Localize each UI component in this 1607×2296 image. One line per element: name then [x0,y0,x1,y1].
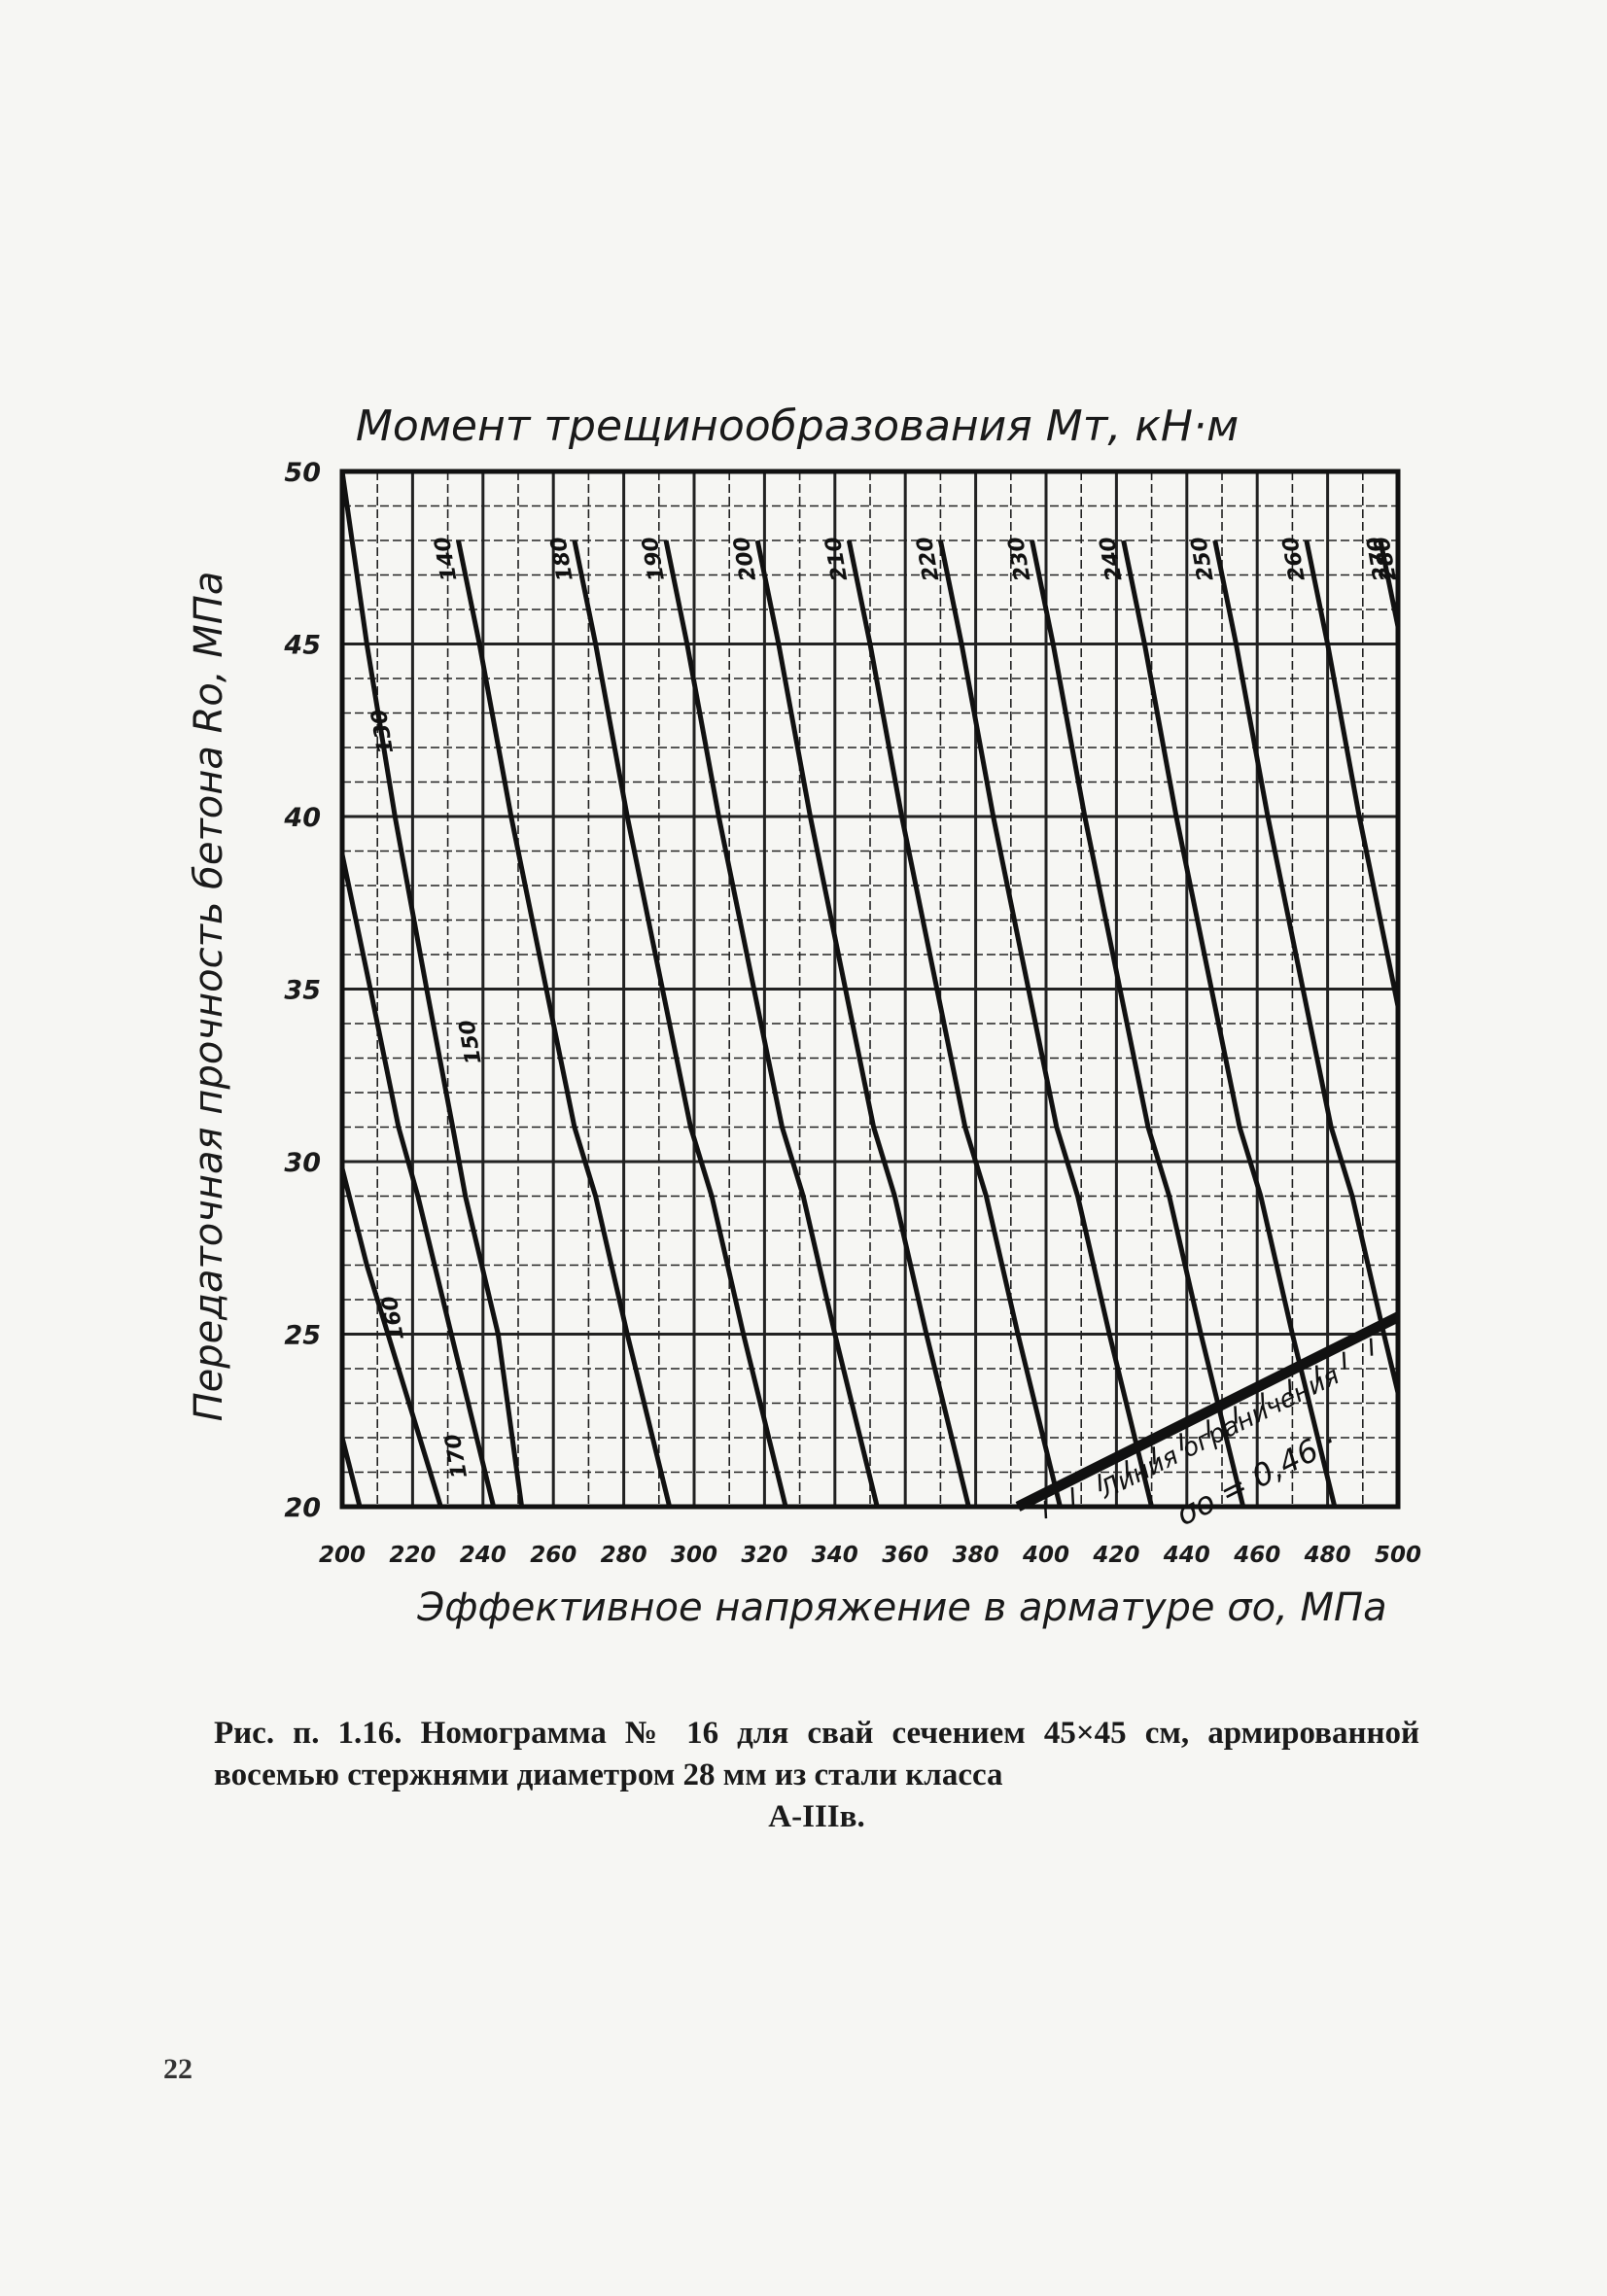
limit-hatch-mark [1043,1500,1048,1519]
x-tick-label: 320 [741,1543,787,1568]
x-tick-label: 480 [1304,1543,1351,1568]
page-number: 22 [163,2053,192,2085]
isoline [339,1167,443,1508]
x-tick-label: 400 [1022,1543,1069,1568]
figure-caption: Рис. п. 1.16. Номограмма № 16 для свай с… [214,1713,1419,1838]
isoline [456,539,673,1508]
x-tick-label: 260 [530,1543,576,1568]
limit-line-group: Линия ограничения σо = 0,46 · [1015,1311,1401,1533]
limit-hatch-mark [1314,1365,1319,1383]
isoline [1030,539,1246,1508]
limit-hatch-mark [1342,1351,1346,1370]
isoline [339,853,497,1508]
y-tick-label: 35 [284,976,321,1006]
isoline [1121,539,1338,1508]
isoline [572,539,788,1508]
x-tick-label: 300 [671,1543,717,1568]
x-tick-label: 220 [389,1543,436,1568]
y-tick-label: 40 [283,803,321,833]
x-tick-label: 280 [601,1543,647,1568]
isoline [1304,539,1401,1007]
x-tick-label: 200 [319,1543,366,1568]
chart-title: Момент трещинообразования Мт, кН·м [356,401,1239,451]
isoline [937,539,1155,1508]
isoline [846,539,1063,1508]
limit-hatch-mark [1179,1433,1183,1451]
isoline [339,470,525,1508]
x-tick-label: 440 [1163,1543,1210,1568]
limit-hatch-mark [1152,1446,1156,1465]
isoline [339,1437,363,1508]
y-tick-label: 45 [283,631,321,661]
isoline [754,539,971,1508]
isoline [1378,539,1401,628]
y-tick-label: 25 [284,1321,321,1351]
limit-line [1015,1311,1401,1512]
y-tick-label: 30 [284,1148,321,1178]
x-tick-labels: 200 220 240 260 280 300 320 340 360 380 400 420 440 4… [319,1543,1421,1568]
x-tick-label: 460 [1233,1543,1280,1568]
nomogram-chart: Момент трещинообразования Мт, кН·м 200 22… [187,401,1421,1630]
x-tick-label: 420 [1092,1543,1139,1568]
x-tick-label: 500 [1375,1543,1421,1568]
isoline [1212,539,1401,1394]
y-axis-label: Передаточная прочность бетона Rо, МПа [187,572,231,1422]
limit-hatch-mark [1070,1487,1075,1506]
caption-last-line: А-IIIв. [768,1799,865,1834]
isoline [663,539,880,1508]
limit-hatch-mark [1261,1392,1265,1410]
x-tick-label: 340 [812,1543,858,1568]
limit-hatch-mark [1125,1460,1129,1478]
caption-text: Рис. п. 1.16. Номограмма № 16 для свай с… [214,1716,1419,1792]
grid-major [342,471,1398,1507]
limit-hatch-mark [1206,1419,1210,1438]
plot-frame [339,469,1401,1510]
isolines [339,470,1401,1508]
y-tick-label: 50 [284,458,321,488]
x-tick-label: 380 [953,1543,999,1568]
x-axis-label: Эффективное напряжение в арматуре σо, МП… [416,1585,1386,1630]
x-tick-label: 240 [460,1543,507,1568]
y-tick-labels: 20 25 30 35 40 45 50 [283,458,321,1523]
y-tick-label: 20 [284,1493,321,1523]
limit-hatching [1043,1338,1374,1519]
limit-hatch-mark [1234,1406,1238,1424]
limit-hatch-mark [1288,1378,1292,1397]
x-tick-label: 360 [882,1543,928,1568]
limit-hatch-mark [1369,1338,1374,1356]
